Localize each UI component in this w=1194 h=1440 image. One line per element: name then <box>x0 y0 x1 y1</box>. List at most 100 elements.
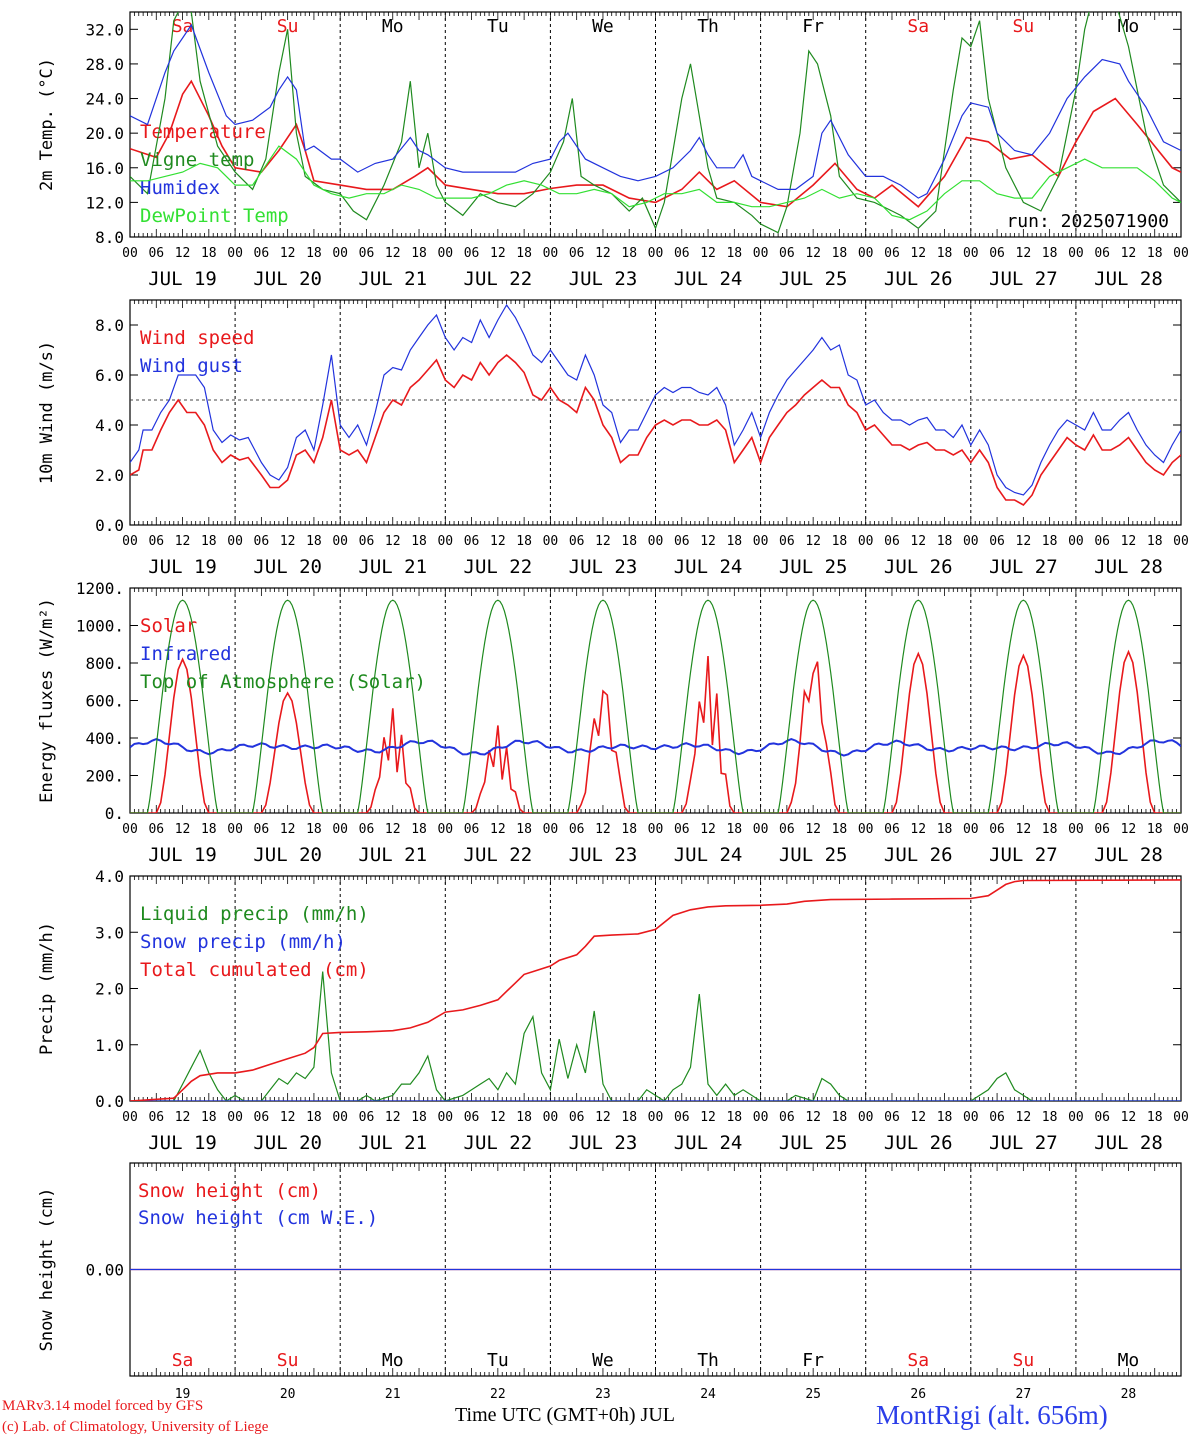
hour-tick-label: 18 <box>1042 1110 1058 1125</box>
hour-tick-label: 18 <box>726 246 742 261</box>
hour-tick-label: 12 <box>1016 246 1032 261</box>
day-number-label: 23 <box>595 1387 611 1402</box>
hour-tick-label: 00 <box>543 246 559 261</box>
hour-tick-label: 00 <box>227 1110 243 1125</box>
y-tick-label: 2.0 <box>95 466 124 485</box>
hour-tick-label: 00 <box>437 822 453 837</box>
day-name-label: Tu <box>487 1350 509 1371</box>
date-label: JUL 27 <box>989 268 1058 290</box>
legend-label: Snow height (cm) <box>138 1180 321 1202</box>
y-tick-label: 0.0 <box>95 516 124 535</box>
hour-tick-label: 00 <box>332 246 348 261</box>
hour-tick-label: 18 <box>201 1110 217 1125</box>
hour-tick-label: 00 <box>753 534 769 549</box>
hour-tick-label: 18 <box>726 1110 742 1125</box>
hour-tick-label: 00 <box>753 246 769 261</box>
hour-tick-label: 18 <box>832 1110 848 1125</box>
date-label: JUL 23 <box>569 556 638 578</box>
hour-tick-label: 06 <box>779 822 795 837</box>
hour-tick-label: 18 <box>726 822 742 837</box>
day-name-label: Su <box>1013 16 1035 37</box>
hour-tick-label: 06 <box>989 534 1005 549</box>
hour-tick-label: 12 <box>700 246 716 261</box>
hour-tick-label: 06 <box>464 1110 480 1125</box>
day-name-label: Mo <box>382 16 404 37</box>
hour-tick-label: 00 <box>122 822 138 837</box>
y-axis-label: Energy fluxes (W/m²) <box>37 598 57 803</box>
series-line-temp-2 <box>130 23 1181 199</box>
hour-tick-label: 12 <box>700 534 716 549</box>
day-name-label: We <box>592 16 614 37</box>
date-label: JUL 23 <box>569 1132 638 1154</box>
hour-tick-label: 18 <box>411 1110 427 1125</box>
hour-tick-label: 18 <box>726 534 742 549</box>
date-label: JUL 21 <box>358 268 427 290</box>
date-label: JUL 25 <box>779 1132 848 1154</box>
hour-tick-label: 12 <box>595 1110 611 1125</box>
date-label: JUL 27 <box>989 844 1058 866</box>
hour-tick-label: 18 <box>1147 822 1163 837</box>
date-label: JUL 26 <box>884 556 953 578</box>
legend-label: Solar <box>140 615 197 637</box>
hour-tick-label: 00 <box>543 1110 559 1125</box>
day-name-label: Sa <box>907 1350 929 1371</box>
day-name-label: Sa <box>907 16 929 37</box>
hour-tick-label: 00 <box>227 246 243 261</box>
legend-label: Liquid precip (mm/h) <box>140 903 369 925</box>
y-tick-label: 8.0 <box>95 316 124 335</box>
day-number-label: 21 <box>385 1387 401 1402</box>
plot-frame <box>129 587 1182 814</box>
day-name-label: Fr <box>802 1350 824 1371</box>
hour-tick-label: 18 <box>1042 822 1058 837</box>
hour-tick-label: 12 <box>805 534 821 549</box>
hour-tick-label: 06 <box>254 246 270 261</box>
hour-tick-label: 12 <box>700 822 716 837</box>
hour-tick-label: 12 <box>280 246 296 261</box>
date-label: JUL 19 <box>148 556 217 578</box>
date-label: JUL 24 <box>674 556 743 578</box>
y-tick-label: 800. <box>85 654 124 673</box>
hour-tick-label: 00 <box>1173 246 1189 261</box>
date-label: JUL 22 <box>464 556 533 578</box>
hour-tick-label: 00 <box>858 822 874 837</box>
hour-tick-label: 18 <box>937 534 953 549</box>
y-tick-label: 20.0 <box>85 124 124 143</box>
day-name-label: Su <box>1013 1350 1035 1371</box>
series-line-wind-0 <box>130 353 1181 507</box>
hour-tick-label: 00 <box>437 534 453 549</box>
y-tick-label: 2.0 <box>95 980 124 999</box>
hour-tick-label: 12 <box>700 1110 716 1125</box>
hour-tick-label: 12 <box>1016 822 1032 837</box>
hour-tick-label: 06 <box>148 246 164 261</box>
day-name-label: Sa <box>172 1350 194 1371</box>
y-tick-label: 0.0 <box>95 1092 124 1111</box>
hour-tick-label: 00 <box>437 246 453 261</box>
day-name-label: Mo <box>1118 16 1140 37</box>
date-label: JUL 22 <box>464 844 533 866</box>
hour-tick-label: 06 <box>779 246 795 261</box>
day-name-label: Th <box>697 16 719 37</box>
hour-tick-label: 18 <box>621 534 637 549</box>
hour-tick-label: 00 <box>963 822 979 837</box>
hour-tick-label: 12 <box>490 822 506 837</box>
series-line-wind-1 <box>130 303 1181 496</box>
hour-tick-label: 12 <box>175 822 191 837</box>
day-number-label: 25 <box>805 1387 821 1402</box>
hour-tick-label: 00 <box>332 822 348 837</box>
y-tick-label: 4.0 <box>95 867 124 886</box>
hour-tick-label: 06 <box>884 534 900 549</box>
date-label: JUL 27 <box>989 556 1058 578</box>
hour-tick-label: 18 <box>516 822 532 837</box>
y-tick-label: 200. <box>85 767 124 786</box>
legend-label: Temperature <box>140 121 266 143</box>
hour-tick-label: 12 <box>805 246 821 261</box>
hour-tick-label: 12 <box>1016 534 1032 549</box>
hour-tick-label: 18 <box>306 246 322 261</box>
hour-tick-label: 00 <box>122 534 138 549</box>
hour-tick-label: 00 <box>122 246 138 261</box>
hour-tick-label: 06 <box>359 822 375 837</box>
hour-tick-label: 00 <box>963 534 979 549</box>
hour-tick-label: 06 <box>359 534 375 549</box>
day-name-label: Sa <box>172 16 194 37</box>
